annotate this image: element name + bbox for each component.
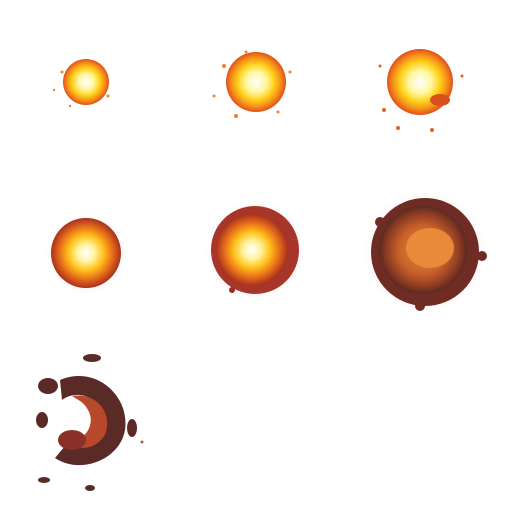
frame-2	[212, 50, 292, 118]
frame-1	[52, 59, 110, 108]
frame-3	[378, 49, 464, 132]
frame-4	[44, 212, 128, 296]
frame-5	[203, 198, 307, 302]
frame-7	[36, 354, 144, 491]
frame-6	[361, 188, 489, 316]
